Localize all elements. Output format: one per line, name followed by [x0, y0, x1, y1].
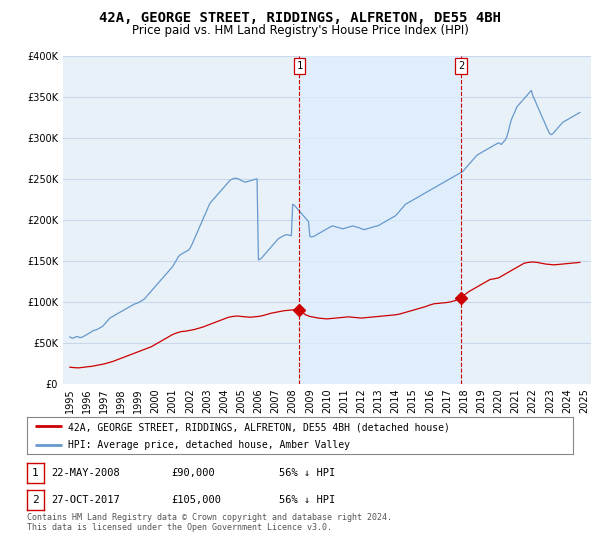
- Text: £90,000: £90,000: [171, 468, 215, 478]
- Text: HPI: Average price, detached house, Amber Valley: HPI: Average price, detached house, Ambe…: [68, 440, 350, 450]
- Text: Contains HM Land Registry data © Crown copyright and database right 2024.
This d: Contains HM Land Registry data © Crown c…: [27, 513, 392, 533]
- Text: 56% ↓ HPI: 56% ↓ HPI: [279, 495, 335, 505]
- Text: 1: 1: [32, 468, 39, 478]
- Text: 2: 2: [458, 61, 464, 71]
- Text: 42A, GEORGE STREET, RIDDINGS, ALFRETON, DE55 4BH (detached house): 42A, GEORGE STREET, RIDDINGS, ALFRETON, …: [68, 422, 450, 432]
- Text: 2: 2: [32, 495, 39, 505]
- Text: 1: 1: [296, 61, 302, 71]
- Text: 56% ↓ HPI: 56% ↓ HPI: [279, 468, 335, 478]
- Text: 27-OCT-2017: 27-OCT-2017: [51, 495, 120, 505]
- Text: Price paid vs. HM Land Registry's House Price Index (HPI): Price paid vs. HM Land Registry's House …: [131, 24, 469, 36]
- Text: 42A, GEORGE STREET, RIDDINGS, ALFRETON, DE55 4BH: 42A, GEORGE STREET, RIDDINGS, ALFRETON, …: [99, 11, 501, 25]
- Text: 22-MAY-2008: 22-MAY-2008: [51, 468, 120, 478]
- Text: £105,000: £105,000: [171, 495, 221, 505]
- Bar: [299, 56, 461, 384]
